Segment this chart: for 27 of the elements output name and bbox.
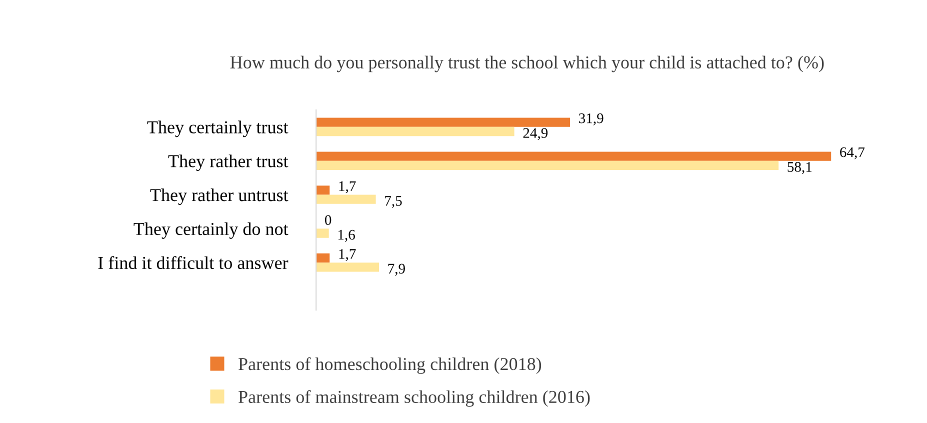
bar: [316, 253, 330, 263]
data-label: 1,7: [339, 249, 356, 261]
y-tick-label: They rather untrust: [150, 188, 288, 205]
data-label: 64,7: [840, 147, 865, 160]
data-label: 1,7: [339, 181, 356, 194]
data-label: 1,6: [338, 230, 355, 242]
data-label: 7,9: [388, 264, 405, 276]
y-tick-label: They rather trust: [168, 154, 288, 172]
data-label: 7,5: [385, 196, 402, 208]
bar: [316, 228, 329, 238]
data-label: 24,9: [523, 128, 548, 140]
y-tick-label: They certainly do not: [134, 222, 288, 239]
bar: [316, 118, 570, 127]
data-label: 0: [324, 215, 332, 225]
y-tick-label: I find it difficult to answer: [98, 256, 288, 270]
bar: [316, 262, 379, 272]
bar: [316, 186, 330, 195]
bar: [316, 126, 514, 136]
chart-title: How much do you personally trust the school which your child is attached to? (%): [230, 56, 824, 72]
data-label: 58,1: [788, 162, 812, 174]
bar: [316, 160, 779, 170]
data-label: 31,9: [579, 113, 604, 126]
y-tick-label: They certainly trust: [147, 120, 288, 138]
legend-label: Parents of mainstream schooling children (2016): [238, 390, 590, 407]
bar: [316, 152, 832, 161]
legend-label: Parents of homeschooling children (2018): [238, 357, 542, 374]
bar: [316, 194, 376, 204]
